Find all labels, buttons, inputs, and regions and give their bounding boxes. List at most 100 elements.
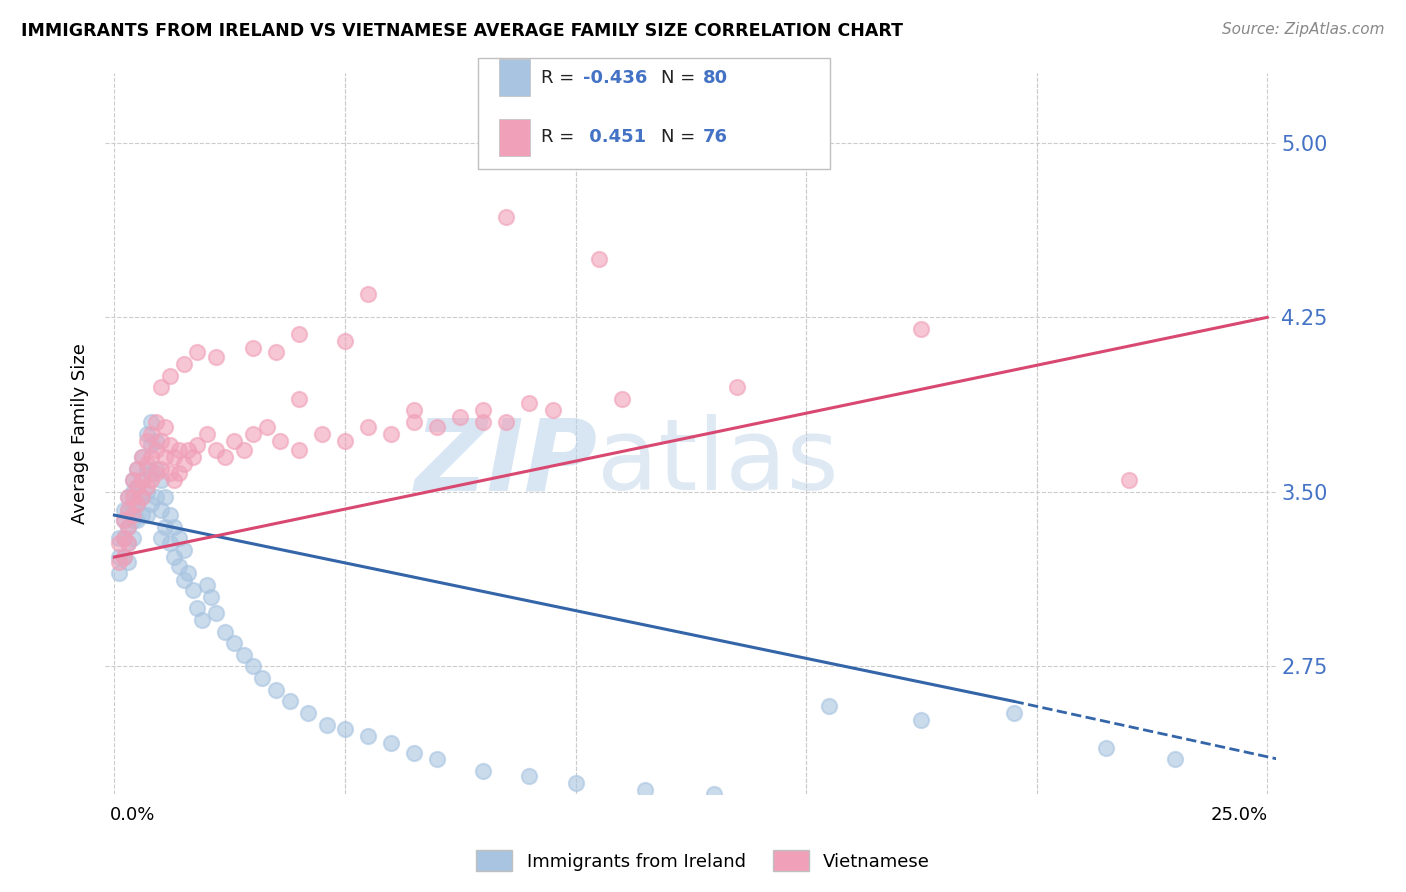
Point — [127, 461, 149, 475]
Point — [610, 392, 633, 406]
Point — [149, 461, 172, 475]
Point — [117, 536, 139, 550]
Point — [426, 419, 449, 434]
Point — [141, 473, 163, 487]
Point — [135, 484, 157, 499]
Point — [725, 380, 748, 394]
Point — [232, 648, 254, 662]
Point — [186, 438, 208, 452]
Point — [127, 496, 149, 510]
Point — [122, 473, 145, 487]
Text: -0.436: -0.436 — [583, 69, 648, 87]
Point — [145, 415, 167, 429]
Point — [127, 480, 149, 494]
Point — [205, 350, 228, 364]
Point — [112, 532, 135, 546]
Point — [149, 434, 172, 448]
Point — [112, 532, 135, 546]
Point — [173, 457, 195, 471]
Point — [149, 532, 172, 546]
Point — [181, 450, 204, 464]
Point — [112, 513, 135, 527]
Point — [167, 532, 190, 546]
Point — [141, 496, 163, 510]
Point — [117, 520, 139, 534]
Point — [357, 419, 380, 434]
Point — [214, 624, 236, 639]
Point — [163, 473, 186, 487]
Y-axis label: Average Family Size: Average Family Size — [72, 343, 89, 524]
Point — [159, 368, 181, 383]
Point — [127, 496, 149, 510]
Point — [472, 764, 495, 778]
Point — [224, 636, 246, 650]
Point — [269, 434, 291, 448]
Point — [357, 729, 380, 743]
Point — [145, 442, 167, 457]
Point — [117, 490, 139, 504]
Point — [159, 467, 181, 481]
Text: 76: 76 — [703, 128, 728, 146]
Point — [472, 403, 495, 417]
Point — [186, 345, 208, 359]
Point — [205, 442, 228, 457]
Point — [264, 682, 287, 697]
Point — [131, 490, 153, 504]
Point — [135, 480, 157, 494]
Point — [200, 590, 222, 604]
Point — [214, 450, 236, 464]
Point — [163, 450, 186, 464]
Point — [153, 520, 176, 534]
Point — [1002, 706, 1025, 720]
Text: IMMIGRANTS FROM IRELAND VS VIETNAMESE AVERAGE FAMILY SIZE CORRELATION CHART: IMMIGRANTS FROM IRELAND VS VIETNAMESE AV… — [21, 22, 903, 40]
Point — [205, 606, 228, 620]
Point — [910, 713, 932, 727]
Point — [153, 450, 176, 464]
Point — [141, 426, 163, 441]
Point — [159, 508, 181, 523]
Text: R =: R = — [541, 69, 581, 87]
Point — [117, 490, 139, 504]
Text: 0.0%: 0.0% — [110, 806, 155, 824]
Point — [163, 520, 186, 534]
Point — [131, 490, 153, 504]
Point — [167, 559, 190, 574]
Point — [159, 438, 181, 452]
Point — [131, 450, 153, 464]
Text: N =: N = — [661, 69, 700, 87]
Point — [242, 341, 264, 355]
Point — [333, 723, 356, 737]
Point — [153, 419, 176, 434]
Text: N =: N = — [661, 128, 700, 146]
Point — [297, 706, 319, 720]
Point — [112, 503, 135, 517]
Point — [380, 736, 402, 750]
Point — [135, 457, 157, 471]
Point — [108, 555, 131, 569]
Point — [145, 434, 167, 448]
Point — [495, 211, 517, 225]
Point — [122, 508, 145, 523]
Point — [910, 322, 932, 336]
Point — [191, 613, 214, 627]
Point — [141, 467, 163, 481]
Point — [167, 442, 190, 457]
Point — [177, 442, 200, 457]
Point — [288, 326, 311, 341]
Point — [117, 520, 139, 534]
Point — [149, 473, 172, 487]
Point — [426, 752, 449, 766]
Point — [242, 659, 264, 673]
Point — [278, 694, 301, 708]
Point — [122, 473, 145, 487]
Point — [703, 788, 725, 802]
Point — [127, 513, 149, 527]
Text: 0.451: 0.451 — [583, 128, 647, 146]
Point — [232, 442, 254, 457]
Point — [495, 415, 517, 429]
Point — [449, 410, 471, 425]
Point — [112, 549, 135, 564]
Point — [122, 513, 145, 527]
Point — [135, 434, 157, 448]
Point — [1095, 740, 1118, 755]
